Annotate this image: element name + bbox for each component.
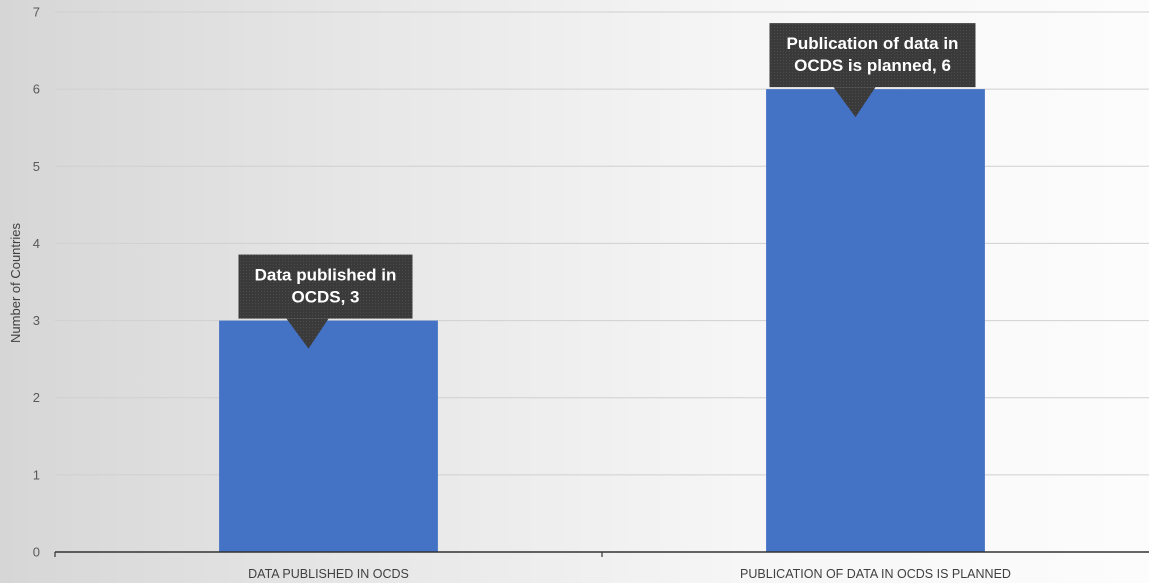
data-label-text: OCDS is planned, 6 [794,56,951,75]
y-tick-label: 5 [33,159,40,174]
axes: 0 1 2 3 4 5 6 7 DATA PUBLISHED IN OCDS PUBLICATIO… [33,5,1149,581]
y-tick-label: 0 [33,545,40,560]
category-label: DATA PUBLISHED IN OCDS [248,567,409,581]
data-label-callout: Publication of data in OCDS is planned, 6 [769,23,976,118]
bar [766,89,985,553]
bar [219,320,438,552]
bars [219,89,985,553]
y-tick-label: 1 [33,467,40,482]
data-label-callout: Data published in OCDS, 3 [238,254,413,349]
data-label-text: Data published in [255,266,397,285]
y-tick-label: 7 [33,5,40,20]
data-label-text: OCDS, 3 [291,288,359,307]
y-axis-title: Number of Countries [8,223,23,343]
callout-pointer [833,87,876,118]
y-tick-label: 6 [33,82,40,97]
callout-pointer [286,318,329,349]
y-tick-label: 2 [33,390,40,405]
callout-box [769,23,976,88]
category-label: PUBLICATION OF DATA IN OCDS IS PLANNED [740,567,1011,581]
data-label-text: Publication of data in [787,34,959,53]
callout-box [238,254,413,319]
y-tick-label: 3 [33,313,40,328]
y-tick-label: 4 [33,236,40,251]
data-labels: Data published in OCDS, 3 Publication of d… [238,23,976,349]
